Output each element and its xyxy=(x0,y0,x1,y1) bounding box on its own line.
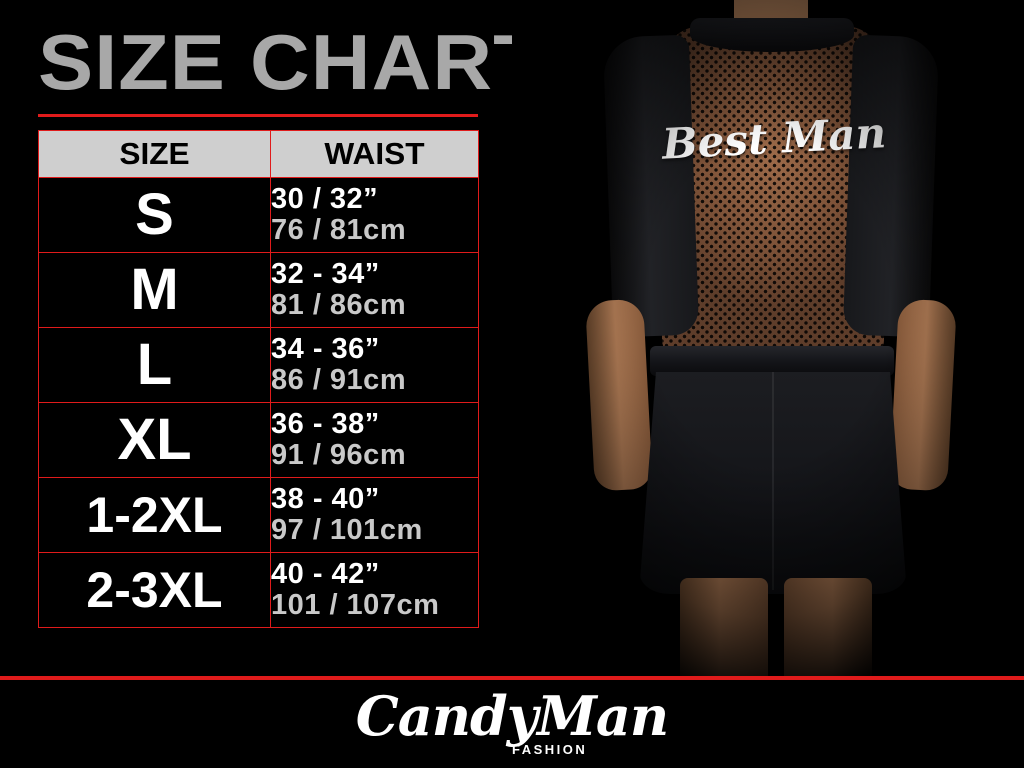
waist-inches: 32 - 34” xyxy=(271,257,380,290)
waist-centimeters: 91 / 96cm xyxy=(271,439,407,471)
cell-size: M xyxy=(38,252,271,328)
table-row: S 30 / 32” 76 / 81cm xyxy=(38,177,479,253)
cell-waist: 36 - 38” 91 / 96cm xyxy=(270,402,479,478)
waist-centimeters: 81 / 86cm xyxy=(271,289,407,321)
table-row: 2-3XL 40 - 42” 101 / 107cm xyxy=(38,552,479,628)
model-leg-right xyxy=(784,578,872,678)
cell-waist: 38 - 40” 97 / 101cm xyxy=(270,477,479,553)
model-arm-right xyxy=(889,298,957,492)
table-row: L 34 - 36” 86 / 91cm xyxy=(38,327,479,403)
footer: CandyMan FASHION xyxy=(0,680,1024,768)
garment-skirt-seam xyxy=(772,372,774,590)
waist-inches: 34 - 36” xyxy=(271,332,380,365)
column-header-waist-label: WAIST xyxy=(324,136,425,171)
table-row: XL 36 - 38” 91 / 96cm xyxy=(38,402,479,478)
cell-waist: 34 - 36” 86 / 91cm xyxy=(270,327,479,403)
column-header-size-label: SIZE xyxy=(119,136,190,171)
title-divider xyxy=(38,114,478,117)
cell-size: XL xyxy=(38,402,271,478)
table-row: 1-2XL 38 - 40” 97 / 101cm xyxy=(38,477,479,553)
waist-centimeters: 86 / 91cm xyxy=(271,364,407,396)
waist-inches: 36 - 38” xyxy=(271,407,380,440)
garment-collar xyxy=(690,18,854,52)
cell-waist: 30 / 32” 76 / 81cm xyxy=(270,177,479,253)
product-photo: Best Man xyxy=(512,0,1024,678)
model-leg-left xyxy=(680,578,768,678)
waist-centimeters: 101 / 107cm xyxy=(271,589,440,621)
table-header-row: SIZE WAIST xyxy=(38,130,479,178)
column-header-waist: WAIST xyxy=(270,130,479,178)
column-header-size: SIZE xyxy=(38,130,271,178)
waist-inches: 40 - 42” xyxy=(271,557,380,590)
garment-sleeve-left xyxy=(602,34,700,338)
waist-centimeters: 97 / 101cm xyxy=(271,514,423,546)
best-man-graphic: Best Man xyxy=(660,108,888,169)
waist-inches: 38 - 40” xyxy=(271,482,380,515)
size-chart-panel: SIZE CHART SIZE WAIST S xyxy=(0,0,545,678)
waist-inches: 30 / 32” xyxy=(271,182,379,215)
garment-sleeve-right xyxy=(842,34,940,338)
cell-size: L xyxy=(38,327,271,403)
cell-size: 2-3XL xyxy=(38,552,271,628)
model-arm-left xyxy=(585,298,653,492)
brand-logo: CandyMan xyxy=(355,684,669,748)
cell-size: 1-2XL xyxy=(38,477,271,553)
table-body: S 30 / 32” 76 / 81cm M 32 - 34” 81 / 86c… xyxy=(38,177,479,628)
brand-tagline: FASHION xyxy=(512,742,588,757)
table-row: M 32 - 34” 81 / 86cm xyxy=(38,252,479,328)
footer-divider xyxy=(0,676,1024,680)
cell-waist: 32 - 34” 81 / 86cm xyxy=(270,252,479,328)
cell-waist: 40 - 42” 101 / 107cm xyxy=(270,552,479,628)
waist-centimeters: 76 / 81cm xyxy=(271,214,407,246)
table-header: SIZE WAIST xyxy=(38,130,479,178)
page-title: SIZE CHART xyxy=(38,18,545,106)
cell-size: S xyxy=(38,177,271,253)
size-chart-table: SIZE WAIST S 30 / 32” 76 / 81cm M xyxy=(38,130,479,628)
